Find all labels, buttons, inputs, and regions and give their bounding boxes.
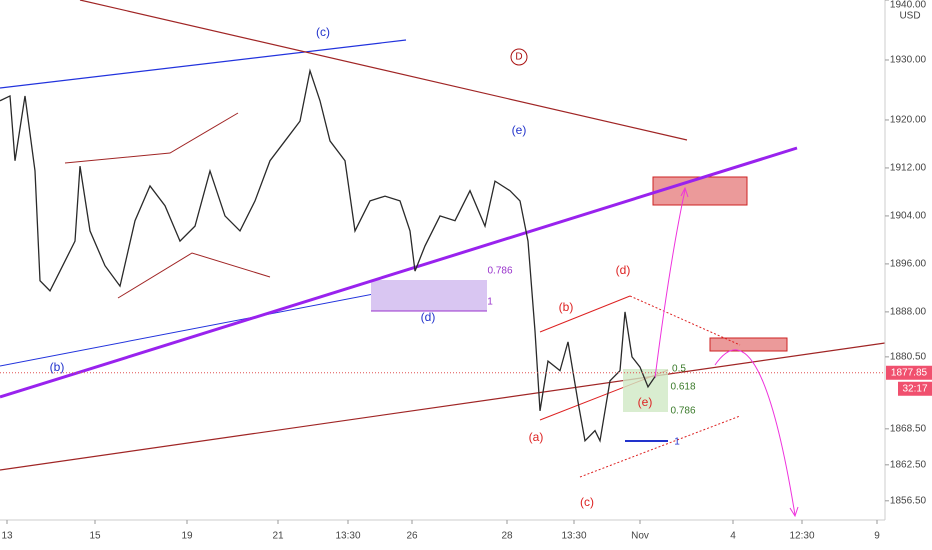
fib-zone (371, 280, 487, 311)
trendline (0, 342, 886, 471)
wave-label: 0.618 (670, 382, 695, 393)
y-tick-label: 1880.50 (890, 352, 927, 363)
projection-arrow (714, 349, 796, 516)
wave-label: 1 (674, 437, 680, 448)
target-zone (652, 176, 748, 206)
x-tick-label: 4 (730, 531, 736, 542)
x-tick-label: Nov (631, 531, 649, 542)
channel (579, 415, 741, 478)
wave-label: (a) (529, 430, 544, 444)
y-tick-label: 1920.00 (890, 115, 927, 126)
trendline (0, 285, 416, 367)
countdown: 32:17 (902, 383, 927, 394)
trendline (79, 0, 688, 141)
fib-zone (623, 369, 668, 412)
y-tick-label: 1888.00 (890, 307, 927, 318)
wave-label: 1 (487, 297, 493, 308)
triangle (117, 252, 271, 299)
channel (629, 295, 741, 346)
wave-label: (b) (559, 300, 574, 314)
currency: USD (899, 11, 920, 22)
x-tick-label: 19 (181, 531, 193, 542)
y-tick-label: 1930.00 (890, 55, 927, 66)
trendline (0, 39, 407, 89)
price-line (0, 68, 656, 443)
x-tick-label: 9 (874, 531, 880, 542)
x-tick-label: 12:30 (789, 531, 814, 542)
y-tick-label: 1912.00 (890, 163, 927, 174)
projection-arrow (680, 186, 689, 198)
wave-label: 0.786 (670, 406, 695, 417)
wave-label: (e) (638, 395, 653, 409)
x-tick-label: 21 (272, 531, 284, 542)
wave-circle (510, 48, 528, 66)
trendline (0, 146, 798, 399)
y-tick-label: 1856.50 (890, 495, 927, 506)
x-tick-label: 26 (406, 531, 418, 542)
y-tick-label: 1940.00 (890, 0, 927, 11)
y-tick-label: 1896.00 (890, 259, 927, 270)
x-tick-label: 13 (1, 531, 13, 542)
wave-label: (c) (580, 495, 594, 509)
x-tick-label: 13:30 (561, 531, 586, 542)
y-tick-label: 1904.00 (890, 211, 927, 222)
channel (539, 295, 631, 333)
projection-arrow (654, 189, 686, 379)
wave-label: 0.786 (487, 266, 512, 277)
x-tick-label: 28 (501, 531, 513, 542)
wave-label: (e) (512, 123, 527, 137)
wave-label: (b) (50, 360, 65, 374)
last-price-label: 1877.85 (891, 367, 928, 378)
last-price-box (886, 365, 932, 380)
triangle (170, 153, 192, 253)
x-tick-label: 15 (89, 531, 101, 542)
countdown-box (898, 381, 932, 396)
x-tick-label: 13:30 (335, 531, 360, 542)
wave-label: (d) (616, 263, 631, 277)
y-tick-label: 1862.50 (890, 459, 927, 470)
projection-arrow (789, 506, 799, 518)
wave-label: D (515, 52, 522, 63)
target-zone (709, 337, 788, 352)
triangle (64, 112, 239, 164)
wave-label: (d) (421, 310, 436, 324)
wave-label: 0.5 (672, 364, 686, 375)
wave-label: (c) (316, 25, 330, 39)
y-tick-label: 1868.50 (890, 423, 927, 434)
